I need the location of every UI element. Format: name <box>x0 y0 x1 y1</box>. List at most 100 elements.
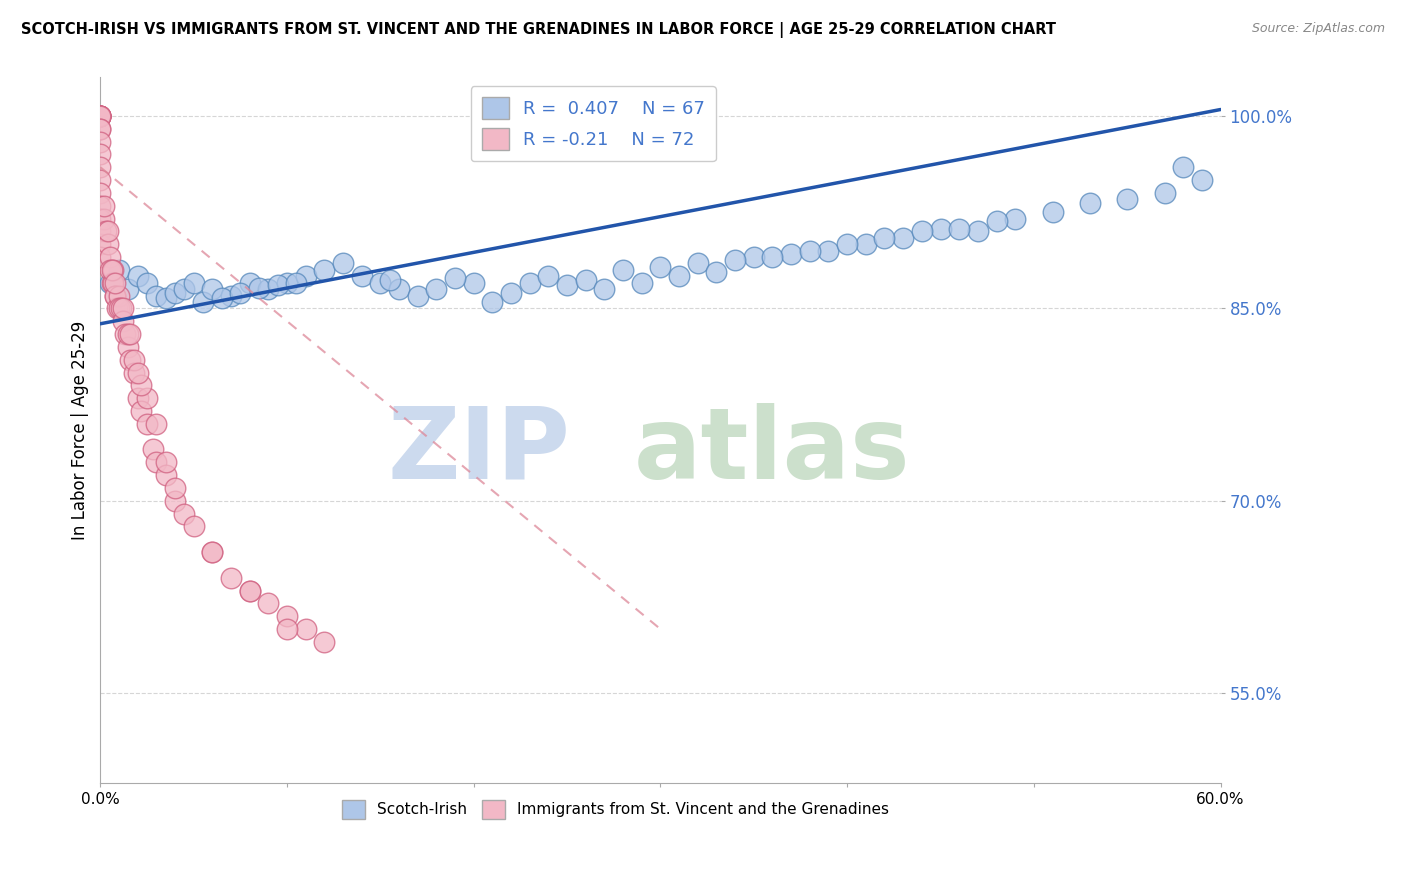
Point <box>780 247 803 261</box>
Text: SCOTCH-IRISH VS IMMIGRANTS FROM ST. VINCENT AND THE GRENADINES IN LABOR FORCE | : SCOTCH-IRISH VS IMMIGRANTS FROM ST. VINC… <box>21 22 1056 38</box>
Point <box>108 288 131 302</box>
Point <box>100 276 122 290</box>
Point <box>145 288 167 302</box>
Point <box>127 366 149 380</box>
Point <box>314 635 336 649</box>
Point <box>668 269 690 284</box>
Point <box>142 442 165 457</box>
Point <box>276 609 298 624</box>
Point <box>948 222 970 236</box>
Point <box>173 507 195 521</box>
Point <box>93 211 115 226</box>
Point <box>155 455 177 469</box>
Point <box>89 186 111 200</box>
Point <box>89 109 111 123</box>
Point <box>131 404 153 418</box>
Point <box>1116 192 1139 206</box>
Point <box>120 326 142 341</box>
Point <box>219 288 242 302</box>
Point <box>110 301 132 316</box>
Point <box>117 326 139 341</box>
Point <box>89 109 111 123</box>
Point <box>89 109 111 123</box>
Point <box>145 455 167 469</box>
Point <box>201 545 224 559</box>
Point <box>89 199 111 213</box>
Point <box>519 276 541 290</box>
Point <box>94 224 117 238</box>
Point <box>89 121 111 136</box>
Point <box>239 583 262 598</box>
Point <box>1078 196 1101 211</box>
Point <box>929 222 952 236</box>
Point <box>1191 173 1213 187</box>
Text: atlas: atlas <box>634 403 911 500</box>
Point <box>257 596 280 610</box>
Point <box>837 237 859 252</box>
Point <box>89 109 111 123</box>
Point <box>650 260 672 275</box>
Point <box>89 109 111 123</box>
Point <box>201 282 224 296</box>
Point <box>388 282 411 296</box>
Point <box>155 291 177 305</box>
Point <box>155 468 177 483</box>
Point <box>276 622 298 636</box>
Point <box>966 224 988 238</box>
Point <box>1153 186 1175 200</box>
Point <box>98 276 121 290</box>
Point <box>285 276 308 290</box>
Text: Source: ZipAtlas.com: Source: ZipAtlas.com <box>1251 22 1385 36</box>
Point <box>686 256 709 270</box>
Point <box>100 263 122 277</box>
Point <box>267 278 290 293</box>
Point <box>117 340 139 354</box>
Point <box>257 282 280 296</box>
Point <box>127 391 149 405</box>
Point <box>173 282 195 296</box>
Point <box>911 224 934 238</box>
Point <box>89 109 111 123</box>
Point <box>104 276 127 290</box>
Point <box>108 263 131 277</box>
Point <box>575 273 598 287</box>
Point <box>122 366 145 380</box>
Point <box>97 224 120 238</box>
Point <box>163 481 186 495</box>
Point <box>537 269 560 284</box>
Point <box>612 263 634 277</box>
Point <box>111 301 134 316</box>
Point <box>89 250 111 264</box>
Point <box>89 237 111 252</box>
Point <box>108 301 131 316</box>
Text: ZIP: ZIP <box>388 403 571 500</box>
Point <box>104 288 127 302</box>
Point <box>593 282 616 296</box>
Point <box>294 269 316 284</box>
Point <box>1173 160 1195 174</box>
Point <box>817 244 839 258</box>
Point <box>103 276 125 290</box>
Point <box>724 252 747 267</box>
Point <box>127 269 149 284</box>
Point <box>145 417 167 431</box>
Point <box>314 263 336 277</box>
Point <box>97 237 120 252</box>
Y-axis label: In Labor Force | Age 25-29: In Labor Force | Age 25-29 <box>72 320 89 540</box>
Point <box>276 276 298 290</box>
Point <box>98 250 121 264</box>
Point <box>183 519 205 533</box>
Point <box>444 270 467 285</box>
Point <box>239 583 262 598</box>
Point <box>201 545 224 559</box>
Point <box>1004 211 1026 226</box>
Point <box>136 391 159 405</box>
Point <box>89 173 111 187</box>
Point <box>111 314 134 328</box>
Point <box>247 281 270 295</box>
Point <box>104 288 127 302</box>
Point <box>191 295 214 310</box>
Point <box>761 250 783 264</box>
Point <box>891 231 914 245</box>
Point <box>799 244 821 258</box>
